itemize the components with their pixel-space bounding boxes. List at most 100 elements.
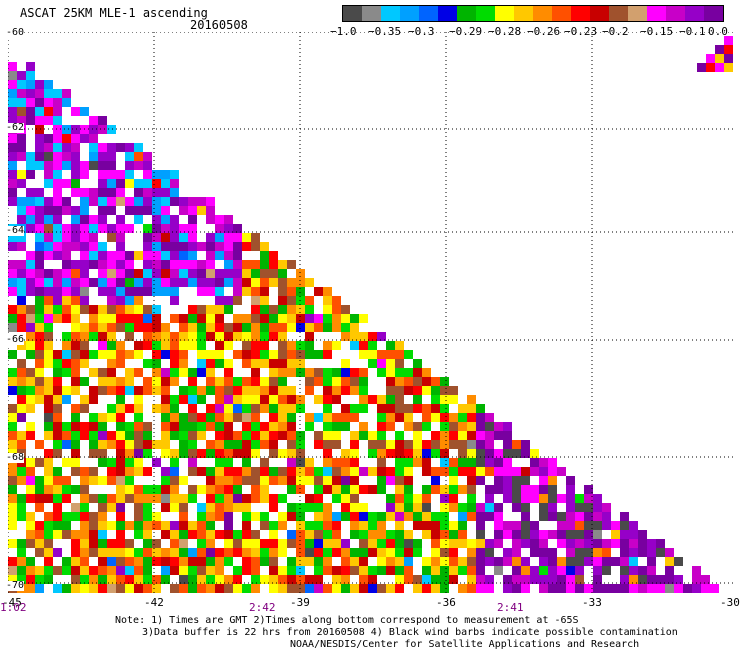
- data-cell: [116, 350, 125, 359]
- data-cell: [143, 494, 152, 503]
- data-cell: [467, 431, 476, 440]
- data-cell: [170, 539, 179, 548]
- data-cell: [575, 503, 584, 512]
- data-cell: [152, 548, 161, 557]
- data-cell: [134, 179, 143, 188]
- data-cell: [233, 566, 242, 575]
- data-cell: [350, 323, 359, 332]
- data-cell: [89, 530, 98, 539]
- data-cell: [503, 557, 512, 566]
- data-cell: [377, 404, 386, 413]
- data-cell: [98, 530, 107, 539]
- data-cell: [8, 161, 17, 170]
- data-cell: [431, 512, 440, 521]
- data-cell: [368, 584, 377, 593]
- data-cell: [26, 431, 35, 440]
- data-cell: [377, 449, 386, 458]
- data-cell: [71, 503, 80, 512]
- data-cell: [134, 278, 143, 287]
- data-cell: [323, 512, 332, 521]
- data-cell: [8, 575, 17, 584]
- data-cell: [35, 494, 44, 503]
- data-cell: [62, 224, 71, 233]
- data-cell: [116, 287, 125, 296]
- data-cell: [269, 476, 278, 485]
- data-cell: [395, 350, 404, 359]
- data-cell: [71, 557, 80, 566]
- data-cell: [161, 323, 170, 332]
- data-cell: [152, 377, 161, 386]
- data-cell: [98, 278, 107, 287]
- data-cell: [341, 377, 350, 386]
- data-cell: [539, 530, 548, 539]
- data-cell: [269, 539, 278, 548]
- data-cell: [431, 404, 440, 413]
- data-cell: [116, 269, 125, 278]
- data-cell: [89, 143, 98, 152]
- data-cell: [107, 467, 116, 476]
- data-cell: [35, 296, 44, 305]
- data-cell: [161, 233, 170, 242]
- data-cell: [539, 539, 548, 548]
- data-cell: [602, 548, 611, 557]
- data-cell: [17, 503, 26, 512]
- data-cell: [548, 566, 557, 575]
- data-cell: [188, 215, 197, 224]
- data-cell: [377, 521, 386, 530]
- data-cell: [386, 584, 395, 593]
- data-cell: [548, 530, 557, 539]
- data-cell: [26, 566, 35, 575]
- data-cell: [62, 476, 71, 485]
- data-cell: [134, 368, 143, 377]
- data-cell: [89, 440, 98, 449]
- data-cell: [359, 521, 368, 530]
- data-cell: [296, 278, 305, 287]
- data-cell: [89, 116, 98, 125]
- data-cell: [8, 314, 17, 323]
- data-cell: [251, 539, 260, 548]
- data-cell: [395, 557, 404, 566]
- data-cell: [377, 584, 386, 593]
- data-cell: [170, 215, 179, 224]
- data-cell: [152, 278, 161, 287]
- data-cell: [620, 584, 629, 593]
- data-cell: [368, 341, 377, 350]
- data-cell: [170, 548, 179, 557]
- data-cell: [89, 215, 98, 224]
- data-cell: [179, 197, 188, 206]
- data-cell: [386, 494, 395, 503]
- data-cell: [494, 485, 503, 494]
- data-cell: [305, 557, 314, 566]
- data-cell: [89, 332, 98, 341]
- data-cell: [98, 494, 107, 503]
- colorbar-label: −0.26: [527, 25, 561, 38]
- data-cell: [584, 485, 593, 494]
- data-cell: [359, 431, 368, 440]
- data-cell: [287, 386, 296, 395]
- data-cell: [44, 395, 53, 404]
- data-cell: [494, 521, 503, 530]
- data-cell: [134, 557, 143, 566]
- data-cell: [485, 584, 494, 593]
- data-cell: [89, 242, 98, 251]
- data-cell: [512, 476, 521, 485]
- data-cell: [134, 386, 143, 395]
- data-cell: [332, 476, 341, 485]
- data-cell: [548, 512, 557, 521]
- data-cell: [170, 431, 179, 440]
- data-cell: [80, 215, 89, 224]
- data-cell: [98, 125, 107, 134]
- data-cell: [197, 242, 206, 251]
- data-cell: [179, 269, 188, 278]
- data-cell: [521, 467, 530, 476]
- data-cell: [278, 431, 287, 440]
- data-cell: [521, 440, 530, 449]
- data-cell: [62, 242, 71, 251]
- data-cell: [17, 368, 26, 377]
- data-cell: [458, 557, 467, 566]
- data-cell: [80, 278, 89, 287]
- data-cell: [521, 449, 530, 458]
- data-cell: [98, 260, 107, 269]
- data-cell: [386, 548, 395, 557]
- data-cell: [116, 341, 125, 350]
